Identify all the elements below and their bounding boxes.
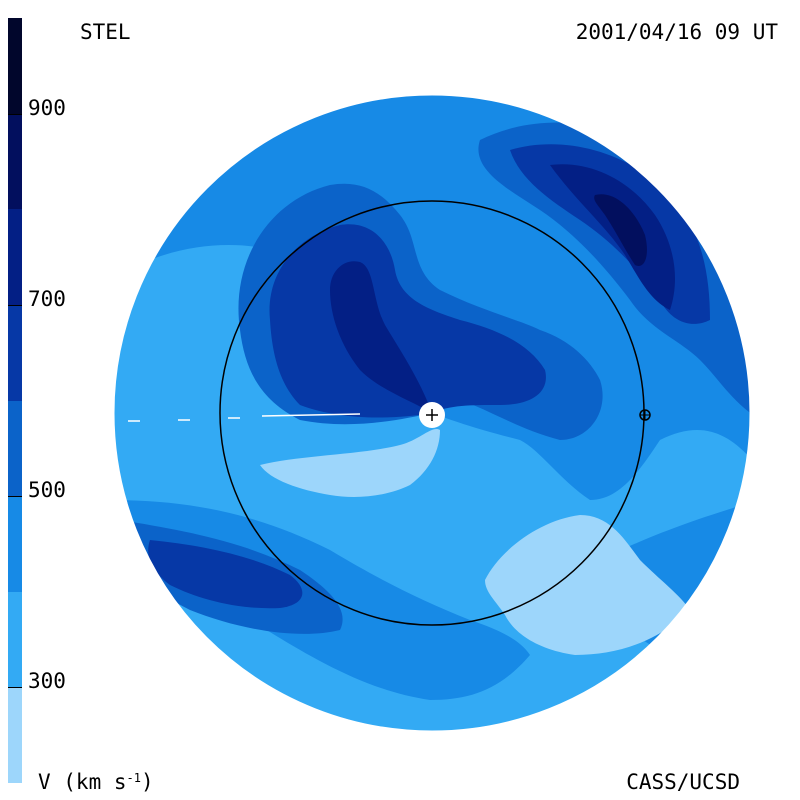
contour-200-west [260,428,440,497]
colorbar-band [8,496,22,592]
earth-marker-icon [639,409,651,421]
quantity-text: V (km s [38,770,127,794]
colorbar-tick [8,496,22,498]
sight-line [128,413,361,422]
colorbar-band [8,304,22,401]
source-label: STEL [80,20,131,44]
colorbar-band [8,591,22,688]
colorbar [8,18,22,783]
colorbar-band [8,687,22,783]
colorbar-tick-label: 700 [28,286,66,311]
colorbar-band [8,209,22,305]
colorbar-tick-label: 300 [28,669,66,694]
colorbar-band [8,400,22,497]
unit-exponent: -1 [126,771,141,785]
contour-700-northeast [550,164,675,310]
contour-200-southeast [485,515,690,655]
colorbar-band [8,18,22,114]
sun-marker-icon [419,402,445,428]
credit-label: CASS/UCSD [626,770,740,794]
unit-close: ) [140,770,154,794]
colorbar-tick-label: 900 [28,95,66,120]
contour-800-northeast [594,194,647,266]
disk-outline [113,94,751,732]
colorbar-tick-label: 500 [28,478,66,503]
contour-700-north [330,261,432,413]
colorbar-band [8,113,22,210]
datetime-label: 2001/04/16 09 UT [575,20,778,44]
quantity-label: V (km s-1) [38,770,154,794]
colorbar-tick [8,687,22,689]
contour-600-southwest [148,540,303,609]
colorbar-tick [8,304,22,306]
earth-orbit-circle [219,200,645,626]
colorbar-tick [8,113,22,115]
